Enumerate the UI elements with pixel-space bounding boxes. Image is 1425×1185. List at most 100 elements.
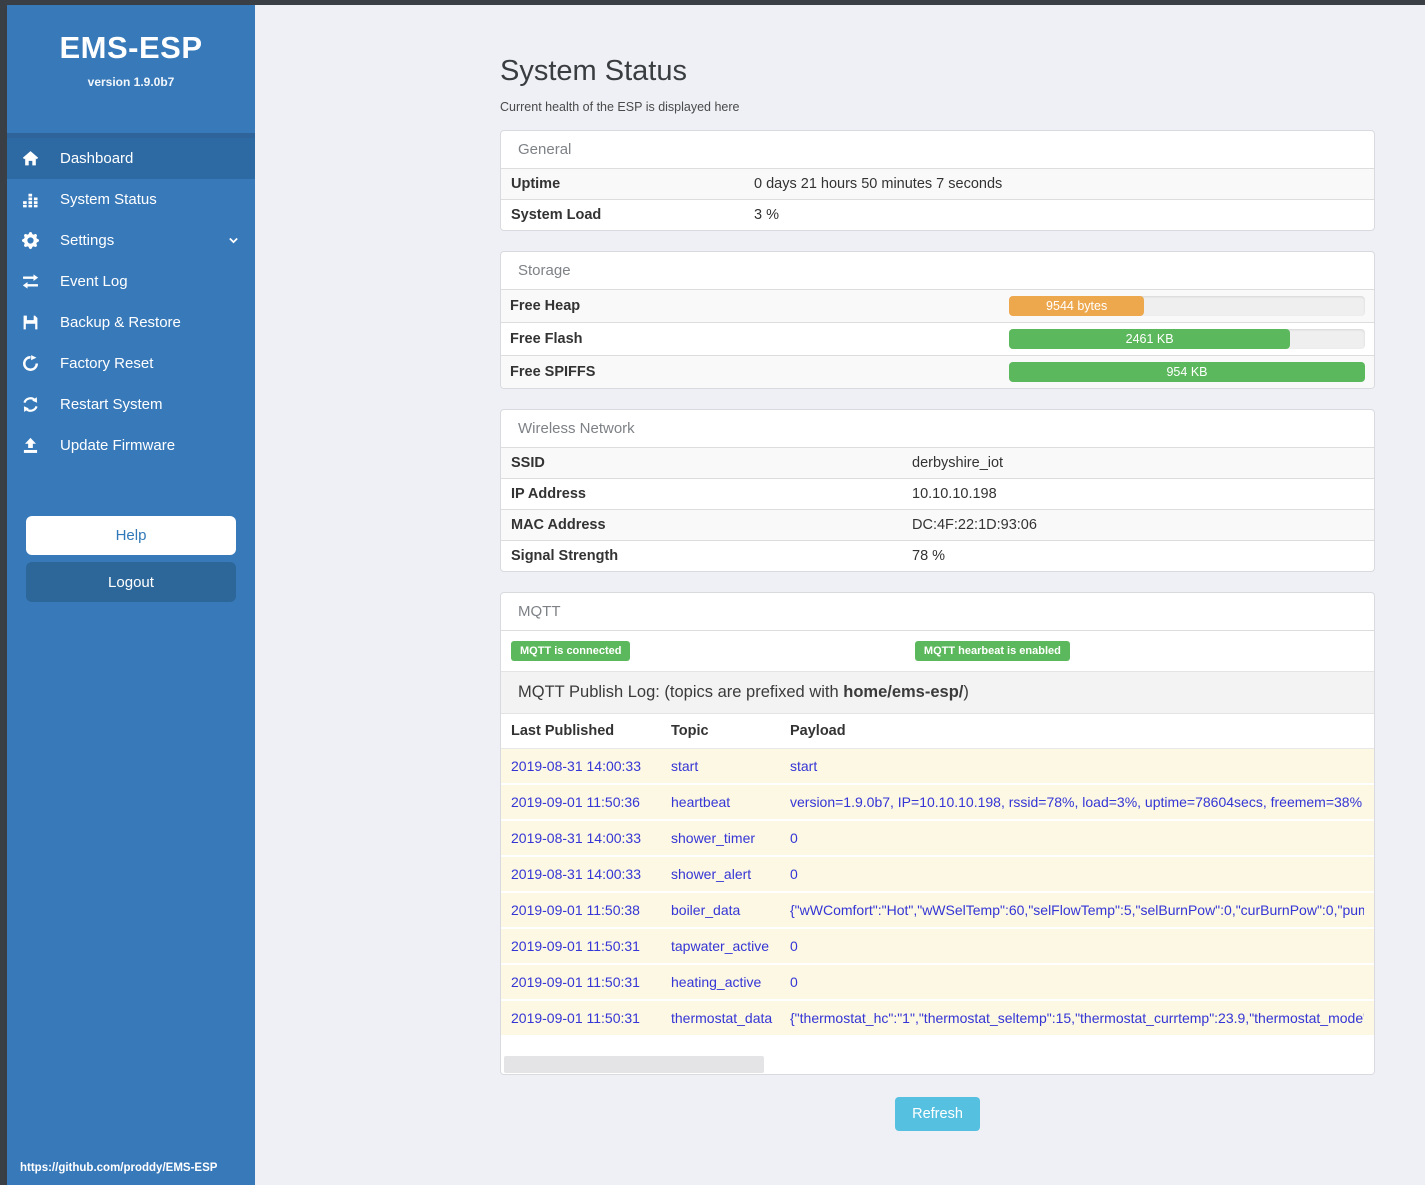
refresh-row: Refresh	[500, 1097, 1375, 1131]
log-time: 2019-08-31 14:00:33	[511, 866, 641, 882]
log-time: 2019-09-01 11:50:38	[511, 902, 640, 918]
free-heap-progress-fill: 9544 bytes	[1009, 296, 1145, 316]
log-topic: heating_active	[671, 974, 762, 990]
free-flash-label: Free Flash	[510, 331, 583, 347]
sidebar-item-label: Dashboard	[60, 150, 134, 167]
table-row: 2019-09-01 11:50:31 thermostat_data {"th…	[501, 1001, 1374, 1037]
log-topic: start	[671, 758, 699, 774]
refresh-button[interactable]: Refresh	[895, 1097, 980, 1131]
column-header-payload: Payload	[790, 723, 846, 739]
log-payload: start	[790, 758, 818, 774]
panel-general-header: General	[501, 131, 1374, 169]
log-payload: version=1.9.0b7, IP=10.10.10.198, rssid=…	[790, 794, 1363, 810]
log-payload: 0	[790, 938, 798, 954]
ssid-value: derbyshire_iot	[912, 455, 1004, 471]
system-load-label: System Load	[511, 207, 602, 223]
app-frame: EMS-ESP version 1.9.0b7 Dashboard	[7, 5, 1425, 1185]
general-table: Uptime 0 days 21 hours 50 minutes 7 seco…	[501, 169, 1374, 230]
mqtt-log-header: Last Published Topic Payload	[501, 714, 1374, 749]
log-time: 2019-09-01 11:50:31	[511, 974, 640, 990]
sidebar-item-restart-system[interactable]: Restart System	[7, 384, 255, 425]
table-row: 2019-09-01 11:50:31 tapwater_active 0	[501, 929, 1374, 965]
signal-strength-value: 78 %	[912, 548, 946, 564]
log-payload: {"wWComfort":"Hot","wWSelTemp":60,"selFl…	[790, 902, 1364, 918]
sidebar-item-settings[interactable]: Settings	[7, 220, 255, 261]
log-topic: heartbeat	[671, 794, 731, 810]
exchange-icon	[22, 273, 39, 290]
table-row: 2019-08-31 14:00:33 shower_timer 0	[501, 821, 1374, 857]
mac-address-label: MAC Address	[511, 517, 606, 533]
table-row: Free Flash 2461 KB	[501, 322, 1374, 355]
gear-icon	[22, 232, 39, 249]
log-payload: {"thermostat_hc":"1","thermostat_seltemp…	[790, 1010, 1364, 1026]
ip-address-value: 10.10.10.198	[912, 486, 997, 502]
chevron-down-icon	[227, 234, 240, 247]
mqtt-table-footer	[501, 1037, 1374, 1056]
app-title: EMS-ESP	[59, 30, 203, 65]
main-area: System Status Current health of the ESP …	[255, 5, 1425, 1185]
free-spiffs-progress: 954 KB	[1009, 362, 1365, 382]
mqtt-log-body: 2019-08-31 14:00:33 start start 2019-09-…	[501, 749, 1374, 1037]
horizontal-scrollbar-track	[501, 1056, 1374, 1074]
table-row: 2019-09-01 11:50:31 heating_active 0	[501, 965, 1374, 1001]
panel-wireless: Wireless Network SSID derbyshire_iot IP …	[500, 409, 1375, 572]
sidebar-item-factory-reset[interactable]: Factory Reset	[7, 343, 255, 384]
mqtt-heartbeat-badge: MQTT hearbeat is enabled	[914, 641, 1070, 661]
log-topic: tapwater_active	[671, 938, 770, 954]
free-flash-progress: 2461 KB	[1009, 329, 1365, 349]
panel-wireless-header: Wireless Network	[501, 410, 1374, 448]
table-row: Free Heap 9544 bytes	[501, 290, 1374, 322]
sidebar-item-label: Settings	[60, 232, 115, 249]
help-button[interactable]: Help	[26, 516, 236, 555]
sidebar-item-update-firmware[interactable]: Update Firmware	[7, 425, 255, 466]
floppy-icon	[22, 314, 39, 331]
free-flash-progress-fill: 2461 KB	[1009, 329, 1291, 349]
column-header-topic: Topic	[671, 723, 709, 739]
sidebar-item-label: Restart System	[60, 396, 163, 413]
logout-button[interactable]: Logout	[26, 562, 236, 602]
log-topic: shower_alert	[671, 866, 752, 882]
log-time: 2019-09-01 11:50:36	[511, 794, 640, 810]
free-spiffs-progress-fill: 954 KB	[1009, 362, 1365, 382]
sidebar-item-system-status[interactable]: System Status	[7, 179, 255, 220]
sidebar-item-event-log[interactable]: Event Log	[7, 261, 255, 302]
mqtt-publish-log-title: MQTT Publish Log: (topics are prefixed w…	[501, 671, 1374, 714]
github-link[interactable]: https://github.com/proddy/EMS-ESP	[20, 1162, 218, 1174]
log-topic: boiler_data	[671, 902, 741, 918]
table-row: Free SPIFFS 954 KB	[501, 355, 1374, 388]
storage-table: Free Heap 9544 bytes Free Flash 2461 KB …	[501, 290, 1374, 388]
wireless-table: SSID derbyshire_iot IP Address 10.10.10.…	[501, 448, 1374, 571]
free-heap-progress: 9544 bytes	[1009, 296, 1365, 316]
sidebar-item-label: Update Firmware	[60, 437, 176, 454]
log-payload: 0	[790, 830, 798, 846]
app-version: version 1.9.0b7	[87, 75, 175, 89]
horizontal-scrollbar-thumb[interactable]	[504, 1056, 764, 1073]
panel-storage: Storage Free Heap 9544 bytes Free Flash …	[500, 251, 1375, 389]
upload-icon	[22, 437, 39, 454]
column-header-last-published: Last Published	[511, 723, 615, 739]
free-spiffs-label: Free SPIFFS	[510, 364, 596, 380]
log-payload: 0	[790, 974, 798, 990]
page-title: System Status	[500, 55, 687, 87]
panel-general: General Uptime 0 days 21 hours 50 minute…	[500, 130, 1375, 231]
sidebar-item-label: Event Log	[60, 273, 128, 290]
table-row: MAC Address DC:4F:22:1D:93:06	[501, 509, 1374, 540]
table-row: Signal Strength 78 %	[501, 540, 1374, 571]
sidebar-item-backup-restore[interactable]: Backup & Restore	[7, 302, 255, 343]
log-topic: shower_timer	[671, 830, 756, 846]
log-time: 2019-09-01 11:50:31	[511, 938, 640, 954]
table-row: 2019-08-31 14:00:33 start start	[501, 749, 1374, 785]
home-icon	[22, 150, 39, 167]
panel-mqtt: MQTT MQTT is connected MQTT hearbeat is …	[500, 592, 1375, 1075]
table-row: IP Address 10.10.10.198	[501, 478, 1374, 509]
sidebar-buttons: Help Logout	[7, 516, 255, 602]
log-title-suffix: )	[963, 683, 969, 701]
ip-address-label: IP Address	[511, 486, 586, 502]
table-row: SSID derbyshire_iot	[501, 448, 1374, 478]
log-time: 2019-08-31 14:00:33	[511, 830, 641, 846]
log-topic: thermostat_data	[671, 1010, 773, 1026]
sidebar-item-label: Backup & Restore	[60, 314, 181, 331]
sidebar-item-dashboard[interactable]: Dashboard	[7, 138, 255, 179]
panel-storage-header: Storage	[501, 252, 1374, 290]
panel-mqtt-header: MQTT	[501, 593, 1374, 631]
